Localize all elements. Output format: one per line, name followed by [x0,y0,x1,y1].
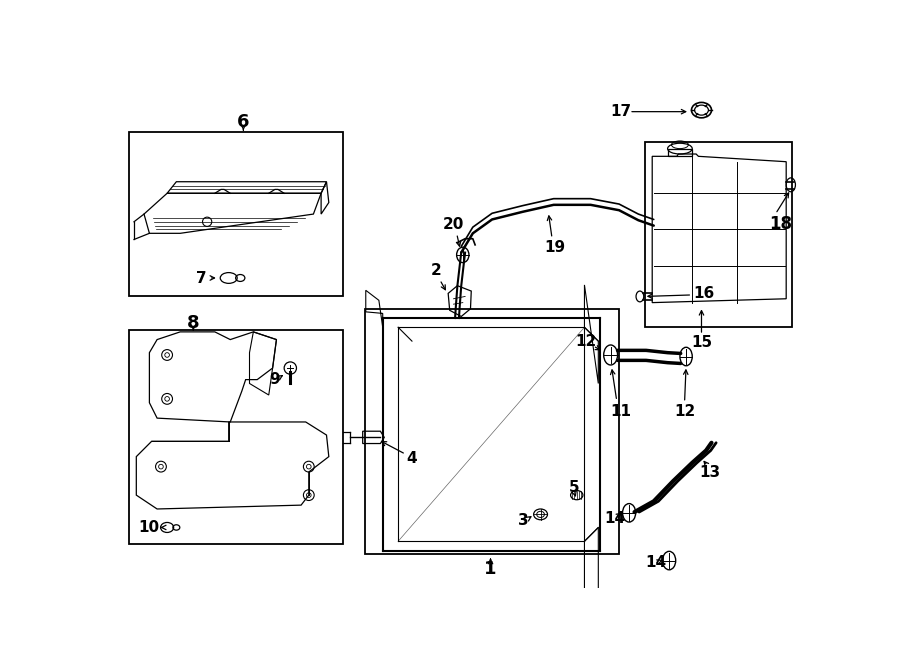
Text: 20: 20 [443,217,464,231]
Text: 5: 5 [569,480,580,495]
Text: 16: 16 [694,286,715,301]
Text: 1: 1 [484,560,497,578]
Text: 14: 14 [645,555,667,570]
Bar [644,143,792,327]
Text: 8: 8 [187,313,200,332]
Text: 11: 11 [610,405,631,420]
Text: 14: 14 [605,511,626,525]
Text: 3: 3 [518,513,528,528]
Text: 18: 18 [770,215,792,233]
Text: 4: 4 [407,451,418,467]
Text: 17: 17 [610,104,631,119]
Bar [129,132,343,295]
Bar [129,330,343,543]
Text: 10: 10 [139,520,159,535]
Text: 7: 7 [195,271,206,286]
Text: 19: 19 [544,240,566,254]
Text: 15: 15 [691,335,712,350]
Text: 2: 2 [431,263,442,278]
Text: 9: 9 [270,372,280,387]
Bar [365,309,619,554]
Text: 12: 12 [674,405,695,420]
Text: 12: 12 [575,334,597,348]
Text: 13: 13 [699,465,721,479]
Text: 6: 6 [237,114,249,132]
